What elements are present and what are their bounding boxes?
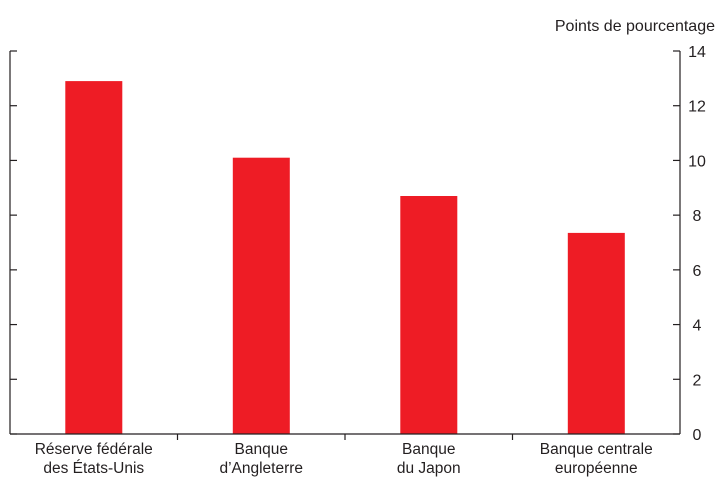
x-category-label: Réserve fédérale des États-Unis: [35, 441, 153, 477]
y-tick-label: 0: [693, 427, 702, 444]
bar-4: [567, 232, 625, 434]
y-axis-unit-label: Points de pourcentage: [555, 18, 715, 35]
y-tick-label: 10: [688, 153, 706, 170]
bars-group: [65, 81, 625, 434]
x-category-label: Banque d’Angleterre: [219, 441, 303, 477]
axes-group: [9, 51, 681, 440]
bar-3: [400, 196, 458, 434]
y-tick-label: 6: [693, 263, 702, 280]
y-tick-label: 4: [693, 318, 702, 335]
y-ticks-group: 0 2 4 6 8 10 12 14: [10, 44, 706, 444]
y-tick-label: 8: [693, 208, 702, 225]
y-tick-label: 2: [693, 372, 702, 389]
bar-1: [65, 81, 123, 434]
y-tick-label: 12: [688, 99, 706, 116]
x-labels-group: Réserve fédérale des États-Unis Banque d’An…: [35, 441, 653, 477]
y-tick-label: 14: [688, 44, 706, 61]
bar-2: [232, 157, 290, 434]
x-category-label: Banque du Japon: [397, 441, 461, 477]
x-category-label: Banque centrale européenne: [540, 441, 653, 477]
